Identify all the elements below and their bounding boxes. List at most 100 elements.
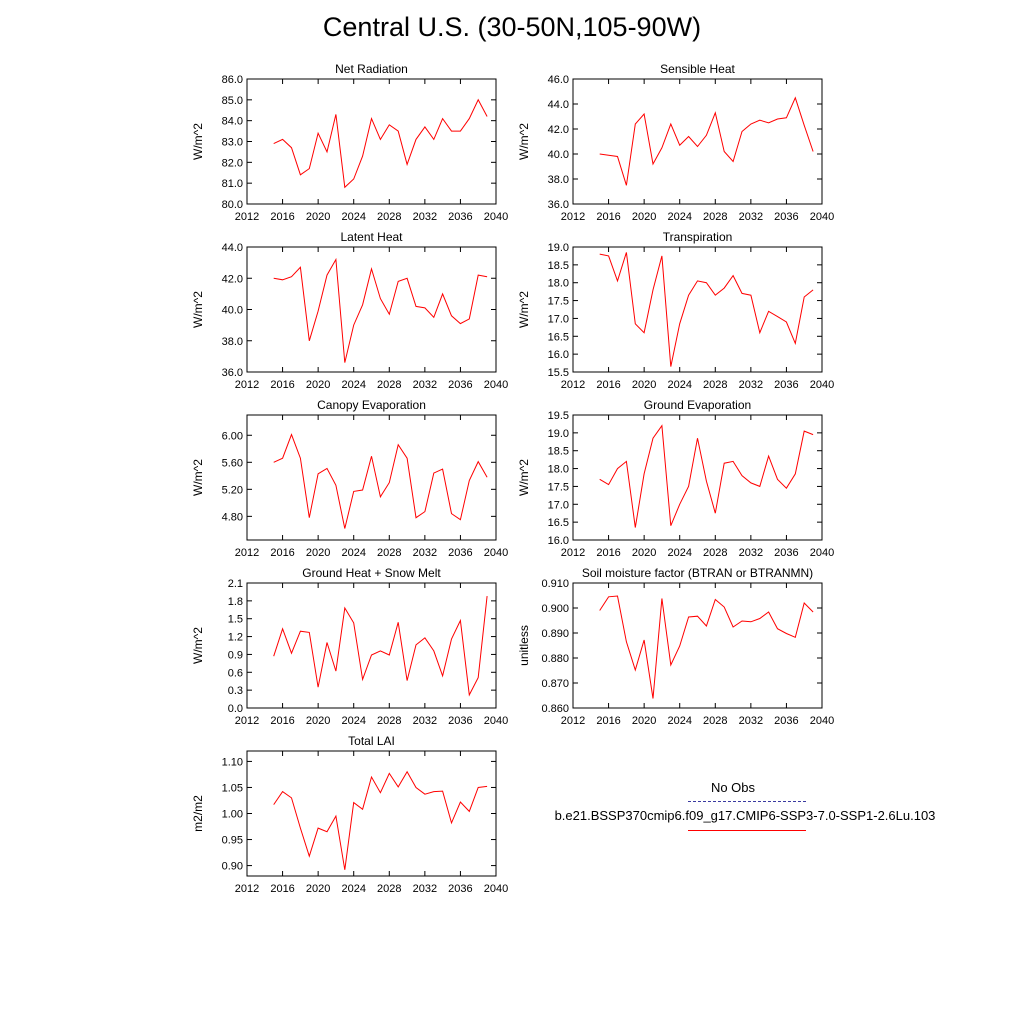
- x-tick-label: 2020: [306, 883, 330, 895]
- x-tick-label: 2032: [739, 547, 763, 559]
- x-tick-label: 2016: [270, 883, 294, 895]
- panel-8: Total LAI m2/m2 2012 2016 2020 2024 2028 2032 20…: [191, 734, 508, 895]
- y-tick-label: 36.0: [222, 367, 243, 379]
- series-line: [599, 252, 814, 367]
- y-tick-label: 0.90: [222, 861, 243, 873]
- x-tick-label: 2024: [667, 715, 691, 727]
- y-tick-label: 16.0: [548, 535, 569, 547]
- y-tick-label: 0.3: [228, 685, 243, 697]
- x-tick-label: 2040: [484, 883, 508, 895]
- y-tick-label: 17.5: [548, 481, 569, 493]
- y-tick-label: 36.0: [548, 199, 569, 211]
- plot-frame: [246, 582, 497, 709]
- y-tick-label: 83.0: [222, 137, 243, 149]
- x-tick-label: 2036: [448, 211, 472, 223]
- y-tick-label: 17.0: [548, 499, 569, 511]
- y-tick-label: 1.8: [228, 596, 243, 608]
- y-tick-label: 18.0: [548, 464, 569, 476]
- x-tick-label: 2012: [235, 547, 259, 559]
- x-tick-label: 2032: [413, 715, 437, 727]
- x-tick-label: 2020: [632, 211, 656, 223]
- series-line: [273, 596, 488, 697]
- x-tick-label: 2028: [703, 547, 727, 559]
- panel-title: Soil moisture factor (BTRAN or BTRANMN): [582, 566, 813, 580]
- panel-7: Soil moisture factor (BTRAN or BTRANMN) u…: [517, 566, 834, 727]
- x-tick-label: 2016: [270, 211, 294, 223]
- x-tick-label: 2040: [484, 379, 508, 391]
- plot-frame: [246, 750, 497, 877]
- panel-0: Net Radiation W/m^2 2012 2016 2020 2024 2028 20…: [191, 62, 508, 223]
- plot-frame: [572, 246, 823, 373]
- x-tick-label: 2028: [703, 379, 727, 391]
- x-tick-label: 2012: [561, 547, 585, 559]
- x-tick-label: 2016: [270, 547, 294, 559]
- y-tick-label: 80.0: [222, 199, 243, 211]
- x-tick-label: 2036: [448, 547, 472, 559]
- series-line: [273, 433, 488, 529]
- series-line: [599, 424, 814, 528]
- x-tick-label: 2012: [235, 211, 259, 223]
- y-tick-label: 81.0: [222, 178, 243, 190]
- y-axis-label: W/m^2: [191, 291, 205, 328]
- x-tick-label: 2036: [448, 715, 472, 727]
- x-tick-label: 2020: [306, 379, 330, 391]
- panel-title: Canopy Evaporation: [317, 398, 426, 412]
- panel-4: Canopy Evaporation W/m^2 2012 2016 2020 2024 2…: [191, 398, 508, 559]
- legend-model-label: b.e21.BSSP370cmip6.f09_g17.CMIP6-SSP3-7.…: [554, 808, 936, 823]
- y-axis-label: W/m^2: [191, 123, 205, 160]
- x-tick-label: 2028: [377, 211, 401, 223]
- x-tick-label: 2024: [341, 883, 365, 895]
- plot-frame: [572, 414, 823, 541]
- legend-obs-swatch: [688, 801, 806, 802]
- panel-title: Ground Heat + Snow Melt: [302, 566, 441, 580]
- y-axis-label: unitless: [517, 625, 531, 666]
- y-tick-label: 1.10: [222, 756, 243, 768]
- x-tick-label: 2028: [703, 211, 727, 223]
- x-tick-label: 2040: [810, 715, 834, 727]
- x-tick-label: 2028: [377, 883, 401, 895]
- x-tick-label: 2012: [235, 715, 259, 727]
- y-tick-label: 0.6: [228, 667, 243, 679]
- y-tick-label: 0.900: [541, 603, 569, 615]
- y-tick-label: 16.0: [548, 349, 569, 361]
- x-tick-label: 2016: [596, 715, 620, 727]
- x-tick-label: 2032: [413, 547, 437, 559]
- x-tick-label: 2024: [667, 211, 691, 223]
- panel-title: Ground Evaporation: [644, 398, 751, 412]
- y-tick-label: 0.9: [228, 649, 243, 661]
- x-tick-label: 2012: [561, 379, 585, 391]
- y-tick-label: 18.0: [548, 278, 569, 290]
- x-tick-label: 2032: [739, 379, 763, 391]
- legend-obs-label: No Obs: [710, 780, 756, 795]
- y-tick-label: 40.0: [222, 305, 243, 317]
- y-tick-label: 0.860: [541, 703, 569, 715]
- plot-frame: [572, 582, 823, 709]
- y-tick-label: 17.0: [548, 313, 569, 325]
- x-tick-label: 2032: [739, 715, 763, 727]
- x-tick-label: 2028: [377, 715, 401, 727]
- x-tick-label: 2036: [774, 379, 798, 391]
- series-line: [599, 96, 814, 186]
- panel-5: Ground Evaporation W/m^2 2012 2016 2020 2024 2…: [517, 398, 834, 559]
- x-tick-label: 2032: [413, 379, 437, 391]
- y-tick-label: 6.00: [222, 430, 243, 442]
- y-tick-label: 0.870: [541, 678, 569, 690]
- series-line: [273, 770, 488, 870]
- x-tick-label: 2016: [596, 547, 620, 559]
- x-tick-label: 2016: [270, 379, 294, 391]
- y-tick-label: 18.5: [548, 260, 569, 272]
- x-tick-label: 2040: [810, 379, 834, 391]
- y-axis-label: W/m^2: [517, 291, 531, 328]
- x-tick-label: 2024: [341, 379, 365, 391]
- x-tick-label: 2024: [341, 211, 365, 223]
- series-line: [599, 595, 814, 699]
- panel-title: Latent Heat: [340, 230, 403, 244]
- y-tick-label: 1.5: [228, 614, 243, 626]
- y-tick-label: 1.2: [228, 632, 243, 644]
- x-tick-label: 2012: [561, 211, 585, 223]
- x-tick-label: 2032: [413, 883, 437, 895]
- figure-title: Central U.S. (30-50N,105-90W): [322, 12, 702, 42]
- y-tick-label: 42.0: [548, 124, 569, 136]
- panel-3: Transpiration W/m^2 2012 2016 2020 2024 2028 20…: [517, 230, 834, 391]
- y-tick-label: 46.0: [548, 74, 569, 86]
